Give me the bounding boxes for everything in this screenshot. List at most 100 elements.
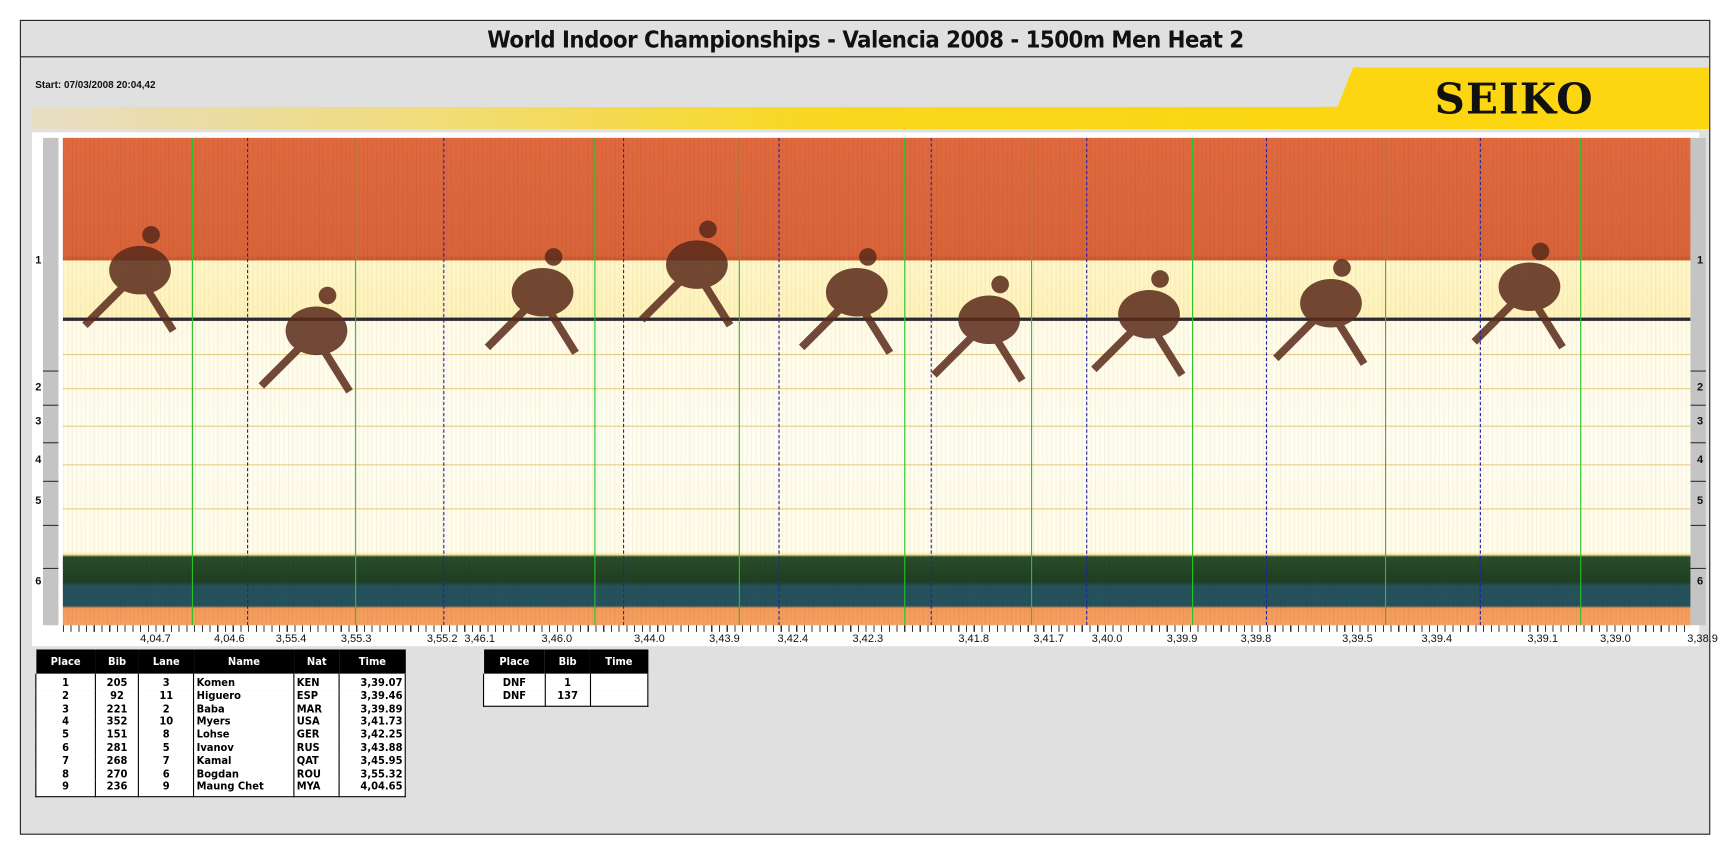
time-axis-label: 3,55.3 <box>340 632 372 646</box>
lane-scale-left <box>43 137 59 626</box>
lane-label: 6 <box>35 575 42 588</box>
time-axis-label: 3,39.1 <box>1527 632 1559 646</box>
time-axis-label: 3,38.9 <box>1687 632 1718 646</box>
table-cell: 9 <box>35 781 97 798</box>
table-cell: RUS <box>293 742 341 756</box>
runners-layer <box>82 220 1566 394</box>
time-cursor-line <box>1479 137 1481 626</box>
table-cell: 7 <box>35 755 97 769</box>
time-axis-label: 3,42.3 <box>852 632 884 646</box>
table-cell: 236 <box>94 781 140 798</box>
finish-marker-line <box>904 137 906 626</box>
runner-figure <box>258 286 353 394</box>
table-cell: Baba <box>193 703 295 717</box>
lane-tick <box>43 370 59 372</box>
table-row: 9 236 9 Maung Chet MYA 4,04.65 <box>35 781 406 798</box>
table-cell: Higuero <box>193 690 295 704</box>
table-cell: Bogdan <box>193 768 295 782</box>
lane-tick <box>43 567 59 569</box>
page-title: World Indoor Championships - Valencia 20… <box>486 26 1244 53</box>
table-cell: 8 <box>138 729 195 743</box>
table-cell: DNF <box>482 673 546 691</box>
yellow-banner <box>31 106 1350 130</box>
table-cell: 3,55.32 <box>338 768 406 782</box>
start-time: Start: 07/03/2008 20:04,42 <box>35 79 156 91</box>
runner-figure <box>484 248 579 355</box>
time-axis-label: 3,46.0 <box>541 632 573 646</box>
time-axis-label: 3,39.4 <box>1421 632 1453 646</box>
table-cell: 6 <box>138 768 195 782</box>
column-header: Time <box>589 649 648 674</box>
title-bar: World Indoor Championships - Valencia 20… <box>20 21 1710 58</box>
column-header: Time <box>339 649 406 674</box>
lane-label: 3 <box>35 415 42 428</box>
photo-finish-panel: 1 1 2 2 3 3 4 4 5 5 6 6 4,04.7 4,04.6 3,55.4 3,55.3 3,55… <box>31 132 1718 647</box>
table-cell: QAT <box>293 755 341 769</box>
table-cell: 281 <box>94 742 140 756</box>
table-row: DNF 1 <box>482 673 649 691</box>
time-cursor-line <box>623 137 625 626</box>
table-cell: 5 <box>35 729 97 743</box>
table-row: DNF 137 <box>482 690 649 707</box>
table-cell: 3,39.89 <box>338 703 406 717</box>
time-cursor-line <box>778 137 780 626</box>
column-header: Bib <box>545 649 590 674</box>
time-cursor-line <box>443 137 445 626</box>
time-cursor-line <box>247 137 249 626</box>
lane-tick <box>1690 480 1706 482</box>
time-axis-label: 4,04.6 <box>214 632 245 646</box>
table-cell: 9 <box>138 781 195 798</box>
time-axis-label: 3,39.0 <box>1600 632 1631 646</box>
table-cell: 3,39.07 <box>338 673 406 691</box>
table-row: 3 221 2 Baba MAR 3,39.89 <box>35 703 406 717</box>
table-cell: Ivanov <box>193 742 295 756</box>
table-cell: 3 <box>35 703 97 717</box>
table-cell: MAR <box>293 703 341 717</box>
table-cell: 3,43.88 <box>338 742 406 756</box>
time-cursor-line <box>1265 137 1268 626</box>
table-cell: 3,45.95 <box>338 755 406 769</box>
table-cell: 268 <box>94 755 140 769</box>
lane-label: 5 <box>1697 495 1704 508</box>
time-axis-label: 3,40.0 <box>1091 632 1123 646</box>
time-axis-label: 3,44.0 <box>634 632 665 646</box>
table-cell: 2 <box>138 703 195 717</box>
lane-label: 1 <box>1697 254 1704 267</box>
table-cell: MYA <box>293 781 341 798</box>
dnf-table: Place Bib Time DNF 1 DNF 137 <box>482 649 649 707</box>
table-cell: Maung Chet <box>193 781 295 798</box>
time-axis-label: 3,46.1 <box>464 632 496 646</box>
time-cursor-line <box>930 137 932 626</box>
table-cell: 137 <box>544 690 591 707</box>
table-cell: 4,04.65 <box>338 781 406 798</box>
finish-marker-line <box>1580 137 1582 626</box>
column-header: Bib <box>95 649 139 674</box>
table-cell: 2 <box>35 690 97 704</box>
column-header: Name <box>193 649 295 674</box>
finish-marker-line <box>594 137 596 626</box>
runner-figure <box>798 248 894 355</box>
table-cell: 1 <box>544 673 591 691</box>
runner-figure <box>1471 242 1566 350</box>
lane-tick <box>1690 442 1706 444</box>
table-cell: Myers <box>193 716 295 730</box>
table-cell: 92 <box>94 690 140 704</box>
time-axis-label: 3,39.9 <box>1166 632 1198 646</box>
lane-tick <box>43 524 59 526</box>
table-row: 7 268 7 Kamal QAT 3,45.95 <box>35 755 406 769</box>
column-header: Place <box>483 649 546 674</box>
table-cell: Komen <box>193 673 295 691</box>
table-cell: 8 <box>35 768 97 782</box>
table-cell: 205 <box>94 673 140 691</box>
table-cell: 11 <box>138 690 195 704</box>
time-axis-label: 3,41.8 <box>958 632 990 646</box>
lane-tick <box>43 442 59 444</box>
table-cell: 3,41.73 <box>338 716 406 730</box>
table-cell: 3 <box>138 673 195 691</box>
table-cell: Lohse <box>193 729 295 743</box>
table-cell <box>589 673 649 691</box>
table-cell: KEN <box>293 673 341 691</box>
time-cursor-line <box>1086 137 1088 626</box>
finish-marker-line <box>355 137 357 626</box>
finish-marker-line <box>1192 137 1194 626</box>
